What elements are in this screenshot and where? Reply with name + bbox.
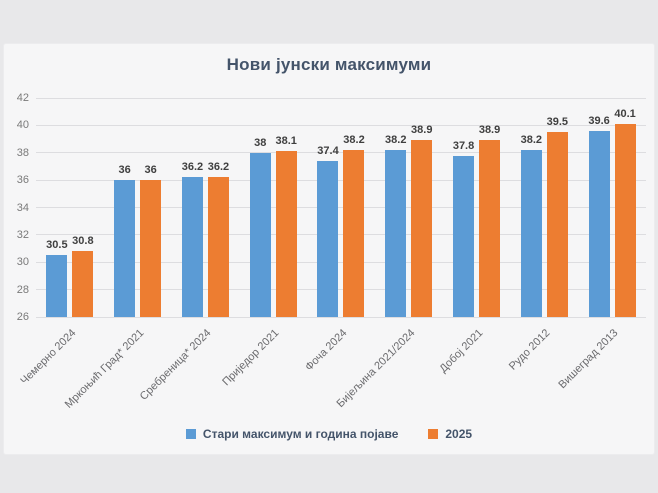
gridline bbox=[36, 261, 646, 263]
y-axis-tick-label: 30 bbox=[16, 256, 29, 269]
bar-data-label: 36 bbox=[144, 164, 157, 177]
gridline bbox=[36, 124, 646, 126]
y-axis-tick-label: 34 bbox=[16, 201, 29, 214]
bar-group: 39.6 40.1 bbox=[578, 98, 646, 317]
bar-data-label: 38.2 bbox=[520, 134, 543, 147]
bar: 36 bbox=[114, 164, 136, 317]
bar: 38.9 bbox=[411, 124, 432, 317]
bar: 36.2 bbox=[208, 161, 229, 317]
x-axis-category-label: Мркоњић Град* 2021 bbox=[62, 327, 147, 411]
y-axis-tick-label: 32 bbox=[16, 228, 29, 241]
chart-title: Нови јунски максимуми bbox=[226, 55, 432, 74]
bar-data-label: 38.1 bbox=[275, 135, 297, 148]
y-axis-tick-label: 38 bbox=[16, 146, 29, 159]
x-axis-category-label: Рудо 2012 bbox=[507, 327, 553, 373]
bar: 38.2 bbox=[385, 134, 406, 317]
bar-group: 38.2 39.5 bbox=[510, 98, 578, 317]
bar-data-label: 30.5 bbox=[46, 239, 68, 252]
gridline bbox=[36, 179, 646, 181]
legend: Стари максимум и година појаве 2025 bbox=[4, 427, 654, 441]
bar: 39.5 bbox=[547, 116, 568, 317]
x-axis-labels: Чемерно 2024 Мркоњић Град* 2021 Сребреница… bbox=[18, 323, 646, 433]
bar-data-label: 38.9 bbox=[478, 124, 501, 137]
bar-data-label: 38.2 bbox=[343, 134, 365, 147]
bar-group: 37.4 38.2 bbox=[307, 98, 375, 317]
bar-group: 30.5 30.8 bbox=[36, 98, 104, 317]
bar-group: 38.2 38.9 bbox=[375, 98, 443, 317]
bar: 39.6 bbox=[588, 115, 610, 317]
legend-item: Стари максимум и година појаве bbox=[185, 427, 399, 441]
legend-label: Стари максимум и година појаве bbox=[202, 427, 399, 441]
bar-group: 36.2 36.2 bbox=[172, 98, 240, 317]
bar: 30.5 bbox=[46, 239, 68, 317]
x-axis-category-label: Бијељина 2021/2024 bbox=[334, 327, 418, 410]
bar: 36 bbox=[140, 164, 162, 317]
x-axis-category-label: Приједор 2021 bbox=[220, 327, 282, 389]
y-axis-tick-label: 42 bbox=[16, 92, 29, 104]
gridline bbox=[36, 289, 646, 291]
legend-item: 2025 bbox=[428, 427, 472, 441]
bar: 37.8 bbox=[453, 140, 474, 317]
y-axis-tick-label: 36 bbox=[16, 174, 29, 187]
y-axis-tick-label: 40 bbox=[16, 119, 29, 132]
bar-data-label: 39.6 bbox=[588, 114, 610, 127]
x-axis-category-label: Чемерно 2024 bbox=[18, 327, 79, 388]
legend-label: 2025 bbox=[445, 427, 473, 441]
y-axis-tick-label: 26 bbox=[16, 311, 29, 323]
gridline bbox=[36, 152, 646, 154]
chart-panel: Нови јунски максимуми 42 40 38 36 34 32 30 28 26… bbox=[3, 43, 655, 455]
bar: 36.2 bbox=[182, 161, 203, 317]
bar: 30.8 bbox=[72, 235, 94, 317]
x-axis-category-label: Добој 2021 bbox=[436, 327, 486, 376]
plot-area: 30.5 30.8 36 36 36.2 36.2 38 38.1 37.4 38.2 38.2 38… bbox=[36, 97, 646, 318]
bar-data-label: 38.2 bbox=[385, 134, 407, 147]
bar-group: 36 36 bbox=[104, 98, 172, 317]
bar-data-label: 36.2 bbox=[207, 161, 230, 174]
bar-data-label: 36.2 bbox=[181, 161, 204, 174]
bar-data-label: 37.8 bbox=[452, 139, 475, 152]
bar: 38.2 bbox=[521, 134, 542, 317]
gridline bbox=[36, 97, 646, 99]
gridline bbox=[36, 234, 646, 236]
bar-data-label: 38.9 bbox=[411, 124, 433, 137]
y-axis-tick-label: 28 bbox=[16, 283, 29, 296]
bar-group: 37.8 38.9 bbox=[443, 98, 511, 317]
bar-data-label: 39.5 bbox=[546, 116, 569, 129]
bar: 37.4 bbox=[317, 145, 339, 317]
x-axis-category-label: Фоча 2024 bbox=[303, 327, 350, 374]
gridline bbox=[36, 207, 646, 208]
bar: 38.9 bbox=[479, 124, 500, 317]
gridline bbox=[36, 316, 646, 318]
bar-group: 38 38.1 bbox=[239, 98, 307, 317]
bar-data-label: 38 bbox=[254, 136, 267, 149]
bar-data-label: 37.4 bbox=[317, 144, 339, 157]
bar-data-label: 30.8 bbox=[72, 235, 94, 248]
bar-data-label: 40.1 bbox=[614, 108, 636, 121]
bar: 40.1 bbox=[614, 108, 636, 317]
legend-swatch-icon bbox=[428, 429, 439, 439]
y-axis-labels: 42 40 38 36 34 32 30 28 26 bbox=[4, 92, 31, 323]
bar: 38.2 bbox=[343, 134, 365, 317]
x-axis-category-label: Сребреница* 2024 bbox=[138, 327, 214, 403]
bar-data-label: 36 bbox=[118, 164, 131, 177]
bar: 38 bbox=[249, 137, 271, 317]
legend-swatch-icon bbox=[185, 429, 196, 439]
bar: 38.1 bbox=[275, 135, 297, 317]
x-axis-category-label: Вишеград 2013 bbox=[556, 327, 621, 392]
